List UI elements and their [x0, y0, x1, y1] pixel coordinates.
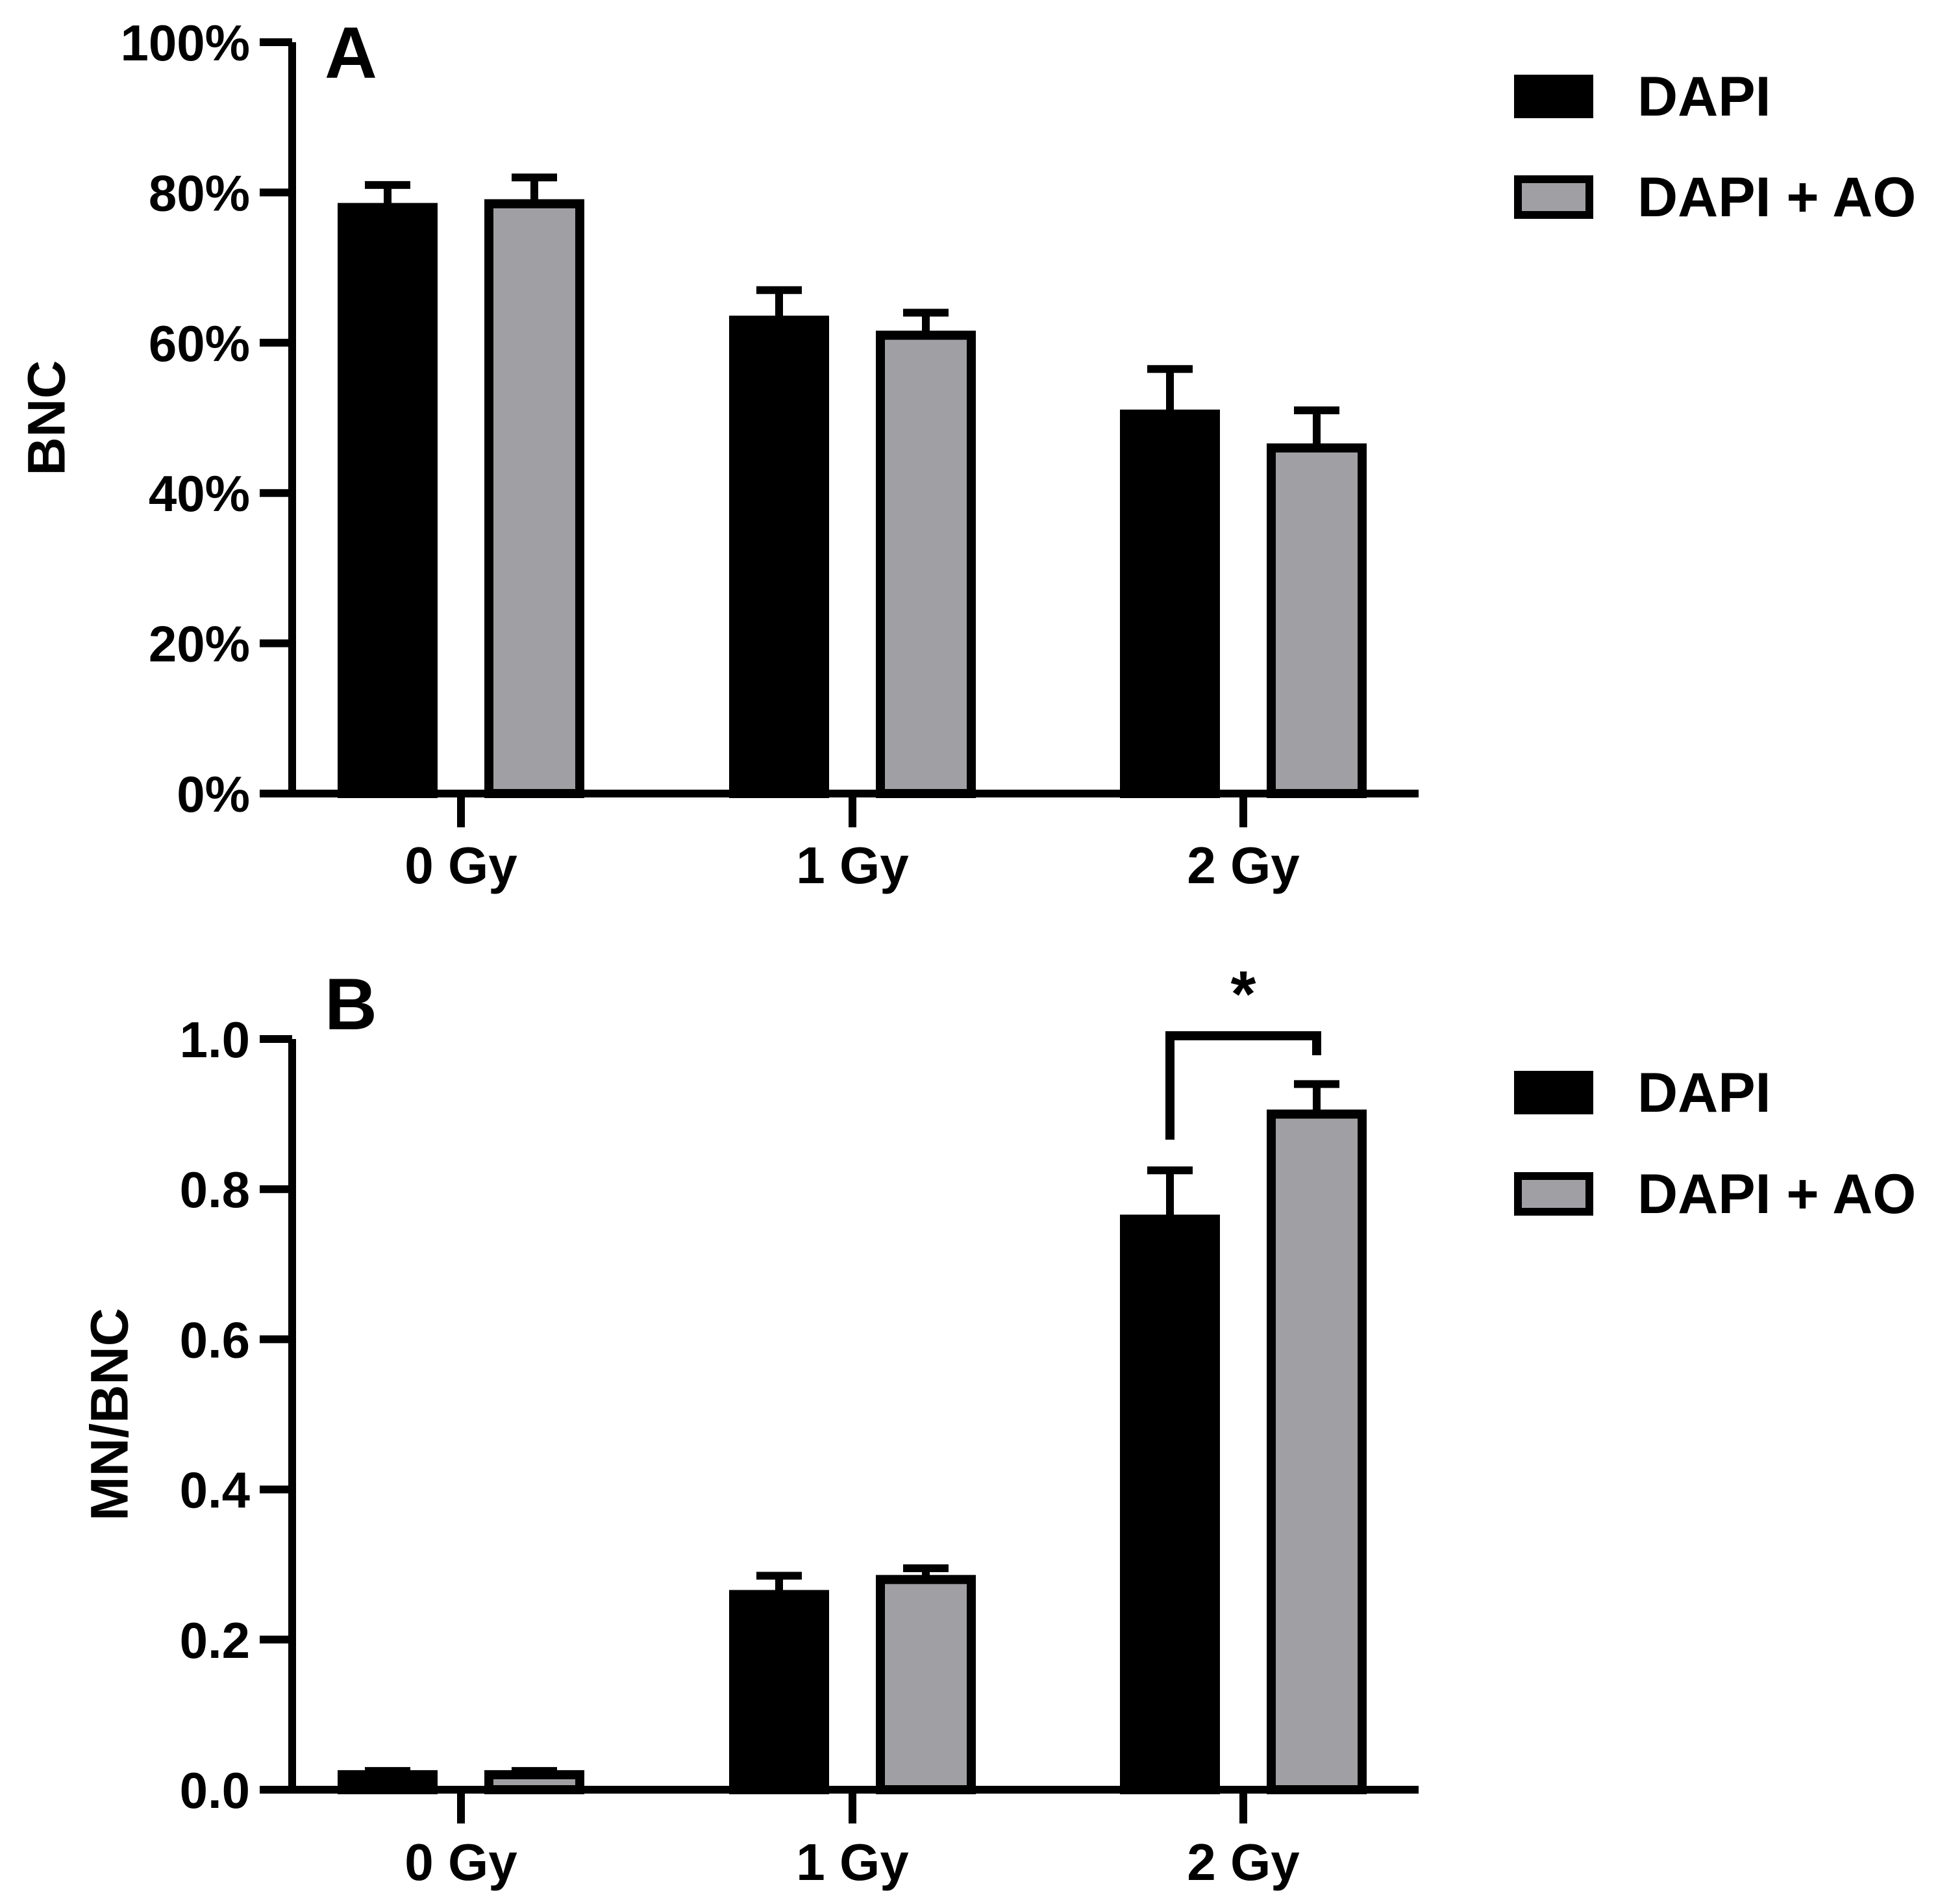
y-tick-label: 0.2	[180, 1612, 250, 1669]
legend-label-dapi: DAPI	[1637, 1062, 1771, 1124]
bar-dapi-ao	[876, 331, 976, 798]
y-tick-label: 1.0	[180, 1011, 250, 1068]
legend-swatch-dapi	[1514, 75, 1593, 118]
y-tick-label: 80%	[149, 164, 250, 221]
x-tick-label: 2 Gy	[1187, 1833, 1300, 1891]
significance-marker: *	[1231, 958, 1256, 1031]
legend-label-dapi: DAPI	[1637, 66, 1771, 128]
y-tick-label: 0.6	[180, 1311, 250, 1368]
panel-label: B	[325, 964, 377, 1045]
chart-panel-b: 0.0 0.2 0.4 0.6 0.8 1.0 0 Gy 1 Gy 2 Gy MN/BNC B DAP…	[81, 958, 1917, 1891]
y-tick-label: 0%	[177, 766, 250, 823]
x-tick-label: 1 Gy	[796, 1833, 909, 1891]
y-tick-label: 40%	[149, 465, 250, 522]
bar-dapi	[1120, 1214, 1220, 1794]
panel-label: A	[325, 12, 377, 94]
bar-dapi-ao	[484, 199, 584, 798]
y-tick-label: 60%	[149, 315, 250, 372]
x-tick-label: 0 Gy	[404, 1833, 517, 1891]
y-tick-label: 100%	[121, 14, 251, 71]
y-tick-label: 0.0	[180, 1762, 250, 1819]
bar-dapi	[729, 316, 829, 798]
y-tick-label: 0.8	[180, 1161, 250, 1218]
legend-swatch-dapi-ao	[1514, 1172, 1593, 1216]
x-tick-label: 2 Gy	[1187, 836, 1300, 894]
legend-label-dapi-ao: DAPI + AO	[1637, 1163, 1916, 1225]
y-axis-title: MN/BNC	[81, 1308, 140, 1521]
x-tick-label: 1 Gy	[796, 836, 909, 894]
significance-bracket	[1165, 1031, 1321, 1140]
y-axis-title: BNC	[18, 360, 77, 476]
bar-dapi	[729, 1590, 829, 1794]
legend-swatch-dapi-ao	[1514, 175, 1593, 219]
bar-dapi	[1120, 409, 1220, 798]
y-tick-label: 0.4	[180, 1462, 250, 1519]
legend-label-dapi-ao: DAPI + AO	[1637, 166, 1916, 229]
bar-dapi	[338, 203, 438, 799]
legend-swatch-dapi	[1514, 1071, 1593, 1114]
x-tick-label: 0 Gy	[404, 836, 517, 894]
bar-dapi-ao	[1267, 443, 1367, 798]
chart-panel-a: 0% 20% 40% 60% 80% 100% 0 Gy 1 Gy 2 Gy BNC A DAPI DA…	[18, 12, 1917, 894]
bar-dapi-ao	[876, 1575, 976, 1795]
y-tick-label: 20%	[149, 616, 250, 673]
bar-dapi-ao	[1267, 1109, 1367, 1794]
